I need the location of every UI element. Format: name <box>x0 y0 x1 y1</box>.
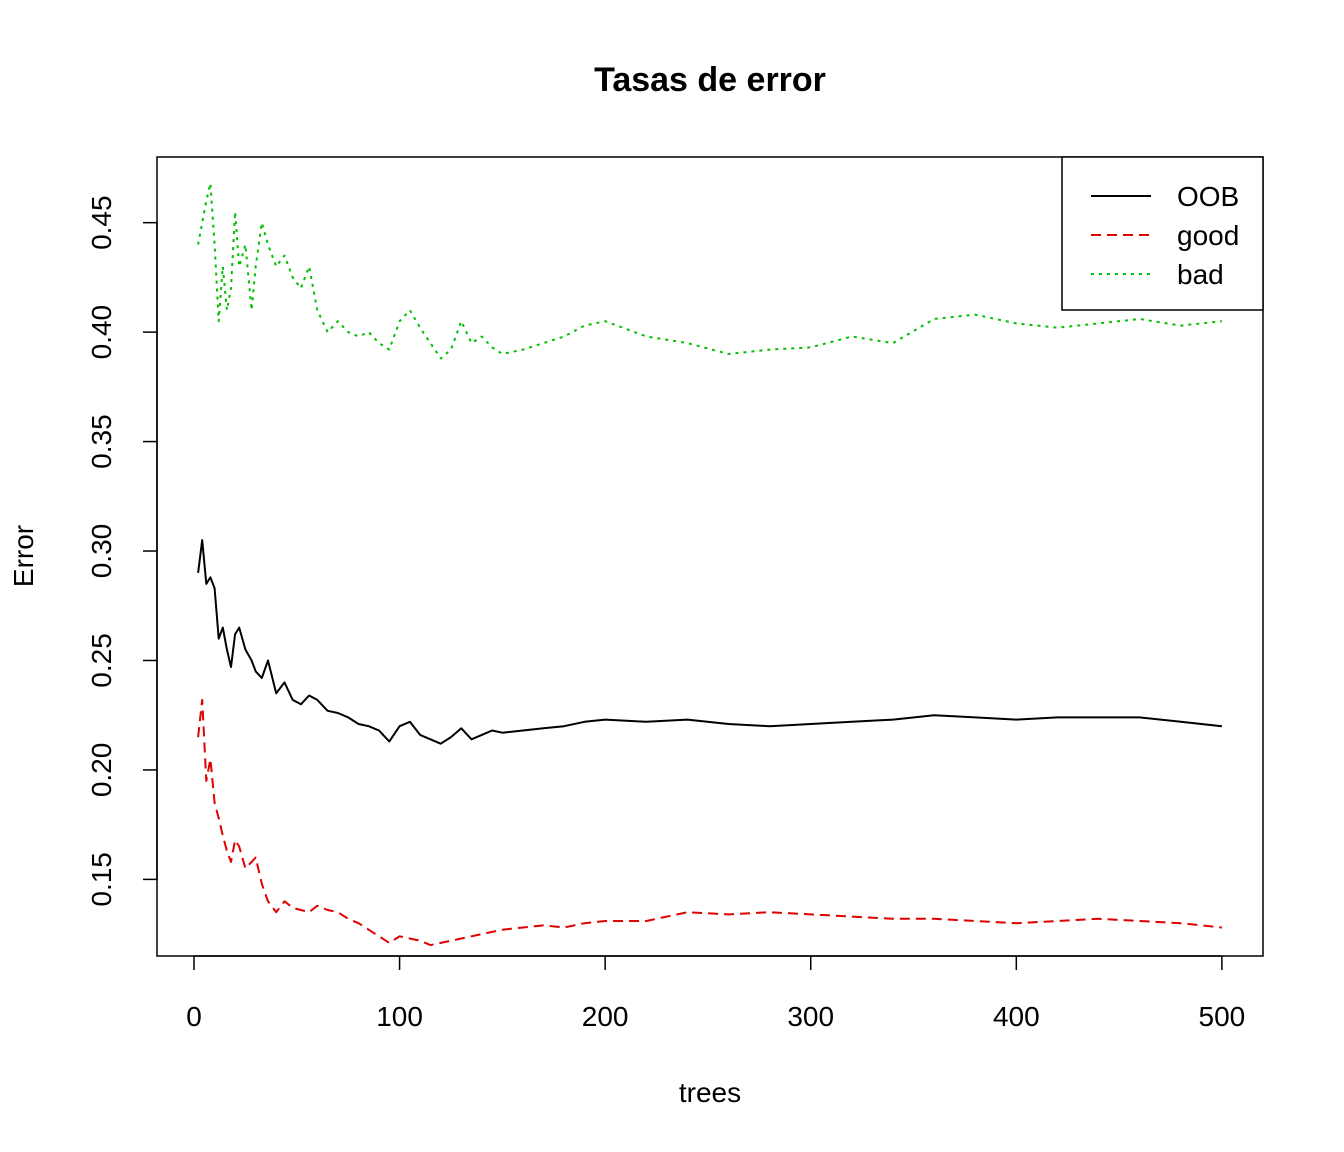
y-tick-label: 0.40 <box>86 305 117 360</box>
y-tick-label: 0.30 <box>86 524 117 579</box>
y-axis: 0.15 0.20 0.25 0.30 0.35 0.40 0.45 <box>86 195 158 907</box>
series-layer <box>197 182 1223 947</box>
series-line-good <box>197 698 1223 947</box>
x-tick-label: 500 <box>1199 1001 1246 1032</box>
y-axis-label: Error <box>8 525 39 587</box>
y-tick-label: 0.25 <box>86 633 117 688</box>
legend-label-bad: bad <box>1177 259 1224 290</box>
series-line-oob <box>197 539 1223 745</box>
series-line-bad <box>197 182 1223 360</box>
x-tick-label: 200 <box>582 1001 629 1032</box>
x-axis-label: trees <box>679 1077 741 1108</box>
x-axis: 0 100 200 300 400 500 <box>186 955 1246 1032</box>
legend-label-oob: OOB <box>1177 181 1239 212</box>
x-tick-label: 300 <box>787 1001 834 1032</box>
x-tick-label: 100 <box>376 1001 423 1032</box>
y-tick-label: 0.45 <box>86 195 117 250</box>
y-tick-label: 0.15 <box>86 852 117 907</box>
legend: OOB good bad <box>1061 156 1264 311</box>
legend-label-good: good <box>1177 220 1239 251</box>
x-tick-label: 400 <box>993 1001 1040 1032</box>
y-tick-label: 0.20 <box>86 743 117 798</box>
legend-box <box>1061 156 1264 311</box>
y-tick-label: 0.35 <box>86 414 117 469</box>
chart-title: Tasas de error <box>594 61 826 99</box>
x-tick-label: 0 <box>186 1001 202 1032</box>
